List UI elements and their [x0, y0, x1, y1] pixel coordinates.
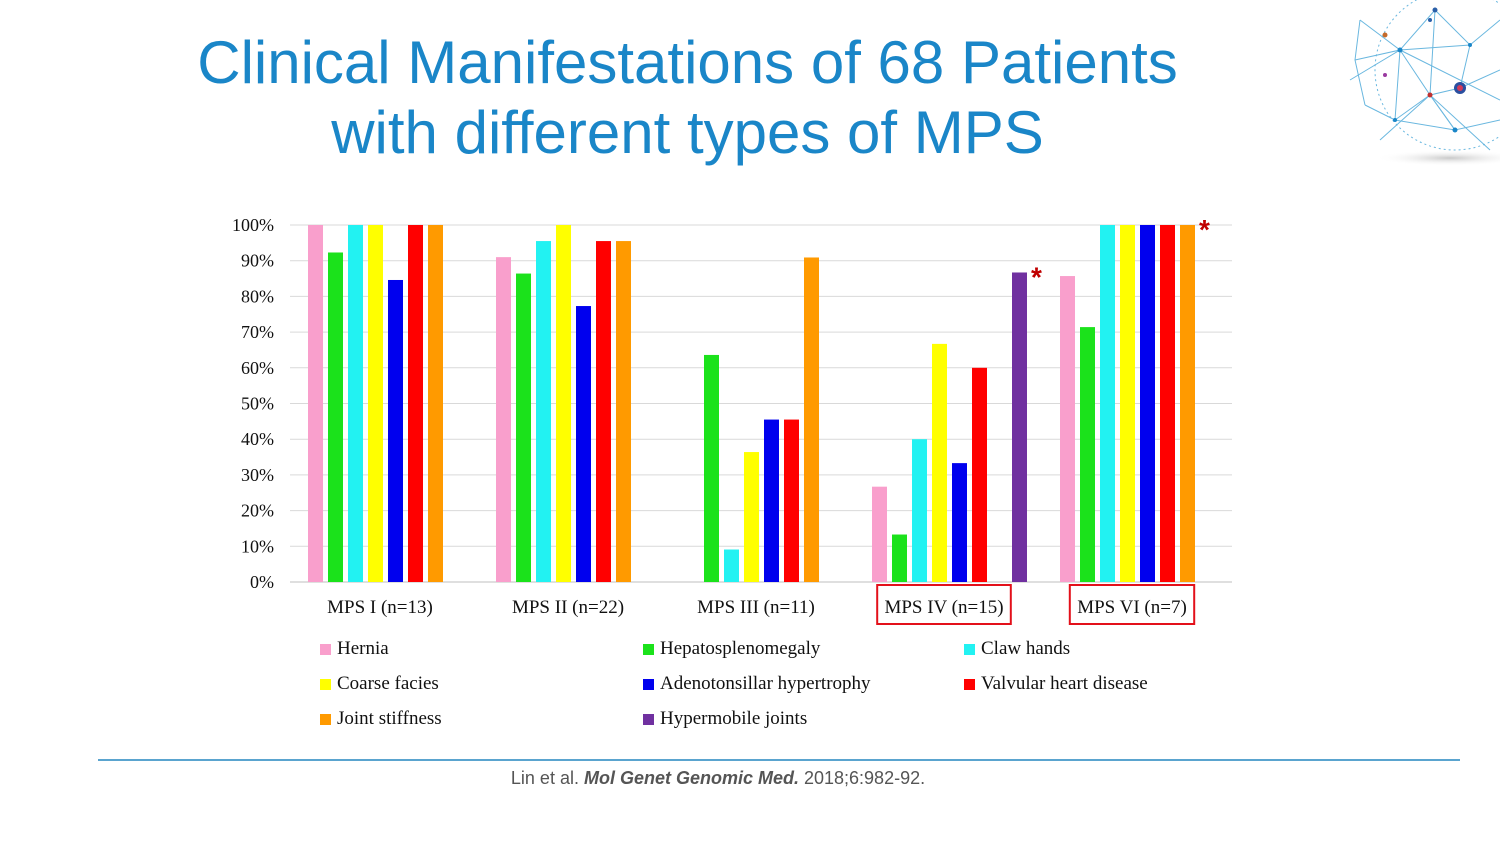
y-tick-label: 10% [241, 536, 274, 556]
bar-claw-hands [724, 549, 739, 582]
x-category-label: MPS III (n=11) [697, 597, 815, 618]
bar-hernia [308, 225, 323, 582]
highlight-box [1068, 584, 1196, 625]
bar-chart: 0%10%20%30%40%50%60%70%80%90%100% ** MPS… [232, 214, 1232, 625]
bar-coarse-facies [1120, 225, 1135, 582]
slide-title: Clinical Manifestations of 68 Patients w… [60, 28, 1315, 168]
citation-journal: Mol Genet Genomic Med. [583, 768, 799, 788]
bar-joint-stiffness [804, 257, 819, 582]
bar-hepatosplenomegaly [328, 252, 343, 582]
y-tick-label: 40% [241, 429, 274, 449]
bar-valvular-heart-disease [972, 367, 987, 582]
bar-hypermobile-joints [1012, 272, 1027, 582]
bar-hernia [496, 257, 511, 582]
bar-valvular-heart-disease [408, 225, 423, 582]
bar-hepatosplenomegaly [892, 534, 907, 582]
legend-label: Hypermobile joints [660, 708, 808, 729]
highlight-box [876, 584, 1012, 625]
bar-joint-stiffness [1180, 225, 1195, 582]
legend-item: Hernia [320, 638, 389, 660]
legend-swatch [320, 713, 331, 725]
legend-swatch [964, 643, 975, 655]
bar-hepatosplenomegaly [1080, 327, 1095, 582]
bar-joint-stiffness [616, 241, 631, 582]
bar-claw-hands [348, 225, 363, 582]
footer-divider [98, 759, 1460, 761]
bar-hepatosplenomegaly [704, 354, 719, 582]
legend-item: Joint stiffness [320, 708, 442, 730]
network-globe-icon [1349, 0, 1500, 166]
y-axis-tick-labels: 0% 10% 20% 30% 40% 50% 60% 70% 80% 90% 100% [232, 215, 274, 592]
legend-item: Hypermobile joints [643, 708, 807, 730]
x-axis-category-labels: MPS I (n=13) MPS II (n=22) MPS III (n=11) M… [327, 584, 1196, 625]
legend-label: Hepatosplenomegaly [660, 638, 821, 659]
legend-swatch [964, 678, 975, 690]
asterisk-annotation: * [1199, 214, 1210, 245]
legend-label: Valvular heart disease [981, 673, 1148, 694]
bar-adenotonsillar-hypertrophy [764, 419, 779, 582]
bar-adenotonsillar-hypertrophy [388, 279, 403, 582]
legend-label: Adenotonsillar hypertrophy [660, 673, 871, 694]
legend-item: Claw hands [964, 638, 1070, 660]
legend-item: Coarse facies [320, 673, 439, 695]
bar-coarse-facies [556, 225, 571, 582]
legend-swatch [643, 678, 654, 690]
bar-adenotonsillar-hypertrophy [1140, 225, 1155, 582]
y-tick-label: 70% [241, 322, 274, 342]
y-tick-label: 60% [241, 358, 274, 378]
bar-coarse-facies [744, 452, 759, 582]
legend-label: Claw hands [981, 638, 1071, 659]
y-tick-label: 20% [241, 501, 274, 521]
y-tick-label: 100% [232, 215, 274, 235]
citation: Lin et al. Mol Genet Genomic Med. 2018;6… [0, 768, 1436, 789]
legend-swatch [320, 643, 331, 655]
y-tick-label: 50% [241, 394, 274, 414]
bar-hernia [872, 486, 887, 582]
legend-swatch [643, 643, 654, 655]
y-tick-label: 90% [241, 251, 274, 271]
legend-label: Hernia [337, 638, 389, 659]
bar-coarse-facies [368, 225, 383, 582]
legend-swatch [320, 678, 331, 690]
asterisk-annotation: * [1031, 261, 1042, 292]
y-tick-label: 0% [250, 572, 274, 592]
bars [308, 225, 1195, 582]
bar-valvular-heart-disease [784, 419, 799, 582]
legend-swatch [643, 713, 654, 725]
annotations: ** [1031, 214, 1210, 292]
x-category-label: MPS VI (n=7) [1077, 597, 1187, 618]
x-category-label: MPS IV (n=15) [884, 597, 1003, 618]
bar-valvular-heart-disease [596, 241, 611, 582]
legend-label: Joint stiffness [337, 708, 442, 729]
bar-claw-hands [1100, 225, 1115, 582]
bar-claw-hands [536, 241, 551, 582]
bar-adenotonsillar-hypertrophy [576, 306, 591, 582]
citation-authors: Lin et al. [510, 768, 584, 788]
bar-claw-hands [912, 439, 927, 582]
bar-adenotonsillar-hypertrophy [952, 463, 967, 582]
y-tick-label: 30% [241, 465, 274, 485]
legend-item: Adenotonsillar hypertrophy [643, 673, 871, 695]
y-tick-label: 80% [241, 286, 274, 306]
title-line-2: with different types of MPS [331, 99, 1044, 166]
bar-hepatosplenomegaly [516, 273, 531, 582]
x-category-label: MPS II (n=22) [512, 597, 624, 618]
bar-joint-stiffness [428, 225, 443, 582]
x-category-label: MPS I (n=13) [327, 597, 433, 618]
bar-hernia [1060, 276, 1075, 582]
gridlines [290, 224, 1232, 583]
citation-details: 2018;6:982-92. [798, 768, 926, 788]
title-line-1: Clinical Manifestations of 68 Patients [197, 29, 1178, 96]
legend-item: Hepatosplenomegaly [643, 638, 820, 660]
bar-valvular-heart-disease [1160, 225, 1175, 582]
legend-item: Valvular heart disease [964, 673, 1148, 695]
legend-label: Coarse facies [337, 673, 439, 694]
bar-coarse-facies [932, 343, 947, 582]
